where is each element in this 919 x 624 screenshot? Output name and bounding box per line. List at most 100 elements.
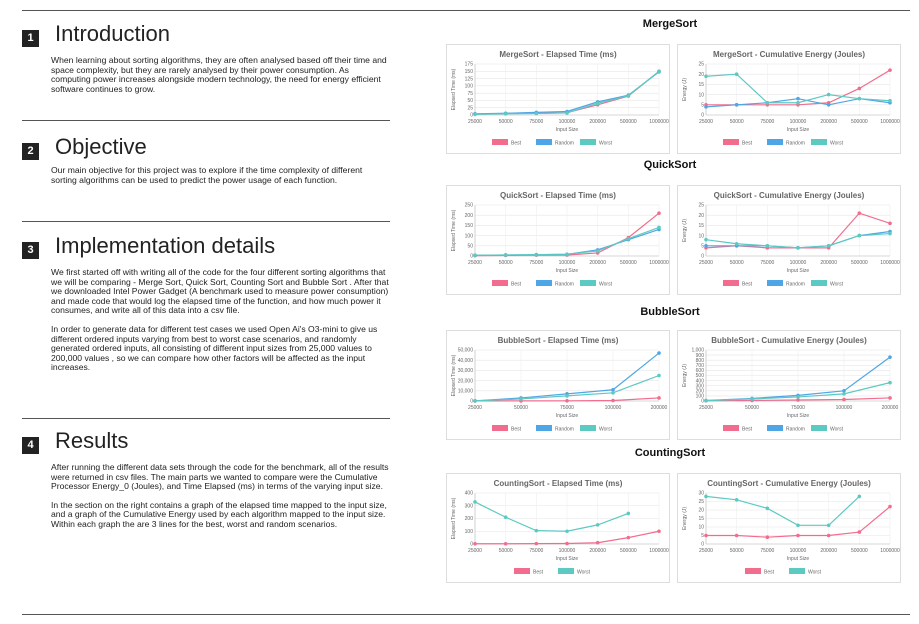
data-point-best xyxy=(888,221,892,226)
data-point-worst xyxy=(796,100,800,105)
data-point-worst xyxy=(704,494,708,499)
x-tick-label: 50000 xyxy=(730,548,744,554)
x-tick-label: 25000 xyxy=(699,260,713,266)
legend-label-best: Best xyxy=(511,141,522,147)
algorithm-title-quicksort: QuickSort xyxy=(643,159,697,171)
data-point-worst xyxy=(657,69,661,74)
y-tick-label: 250 xyxy=(465,203,474,209)
chart-title: MergeSort - Cumulative Energy (Joules) xyxy=(713,50,865,59)
data-point-worst xyxy=(503,515,508,520)
legend-label-best: Best xyxy=(511,427,522,433)
legend-label-worst: Worst xyxy=(830,282,844,288)
x-tick-label: 500000 xyxy=(620,119,637,125)
chart-svg: BubbleSort - Cumulative Energy (Joules) E… xyxy=(682,336,899,433)
x-axis-label: Input Size xyxy=(787,413,809,419)
data-point-worst xyxy=(565,111,569,115)
legend-swatch-best xyxy=(723,425,739,431)
x-tick-label: 100000 xyxy=(790,119,807,125)
chart-svg: MergeSort - Elapsed Time (ms) Elapsed Tim… xyxy=(451,50,669,147)
x-tick-label: 75000 xyxy=(760,260,774,266)
data-point-worst xyxy=(473,500,477,504)
y-tick-label: 25 xyxy=(698,499,704,505)
data-point-random xyxy=(842,389,846,393)
algorithm-title-bubblesort: BubbleSort xyxy=(640,306,700,318)
y-tick-label: 500 xyxy=(696,373,705,379)
section-number: 1 xyxy=(22,30,39,47)
legend-swatch-best xyxy=(492,280,508,286)
bubblesort-energy-chart: BubbleSort - Cumulative Energy (Joules) E… xyxy=(677,330,901,440)
data-point-worst xyxy=(704,398,708,403)
data-point-worst xyxy=(857,233,862,238)
paragraph: We first started off with writing all of… xyxy=(51,267,389,316)
bubblesort-time-chart: BubbleSort - Elapsed Time (ms) Elapsed Ti… xyxy=(446,330,670,440)
data-point-worst xyxy=(842,392,846,396)
data-point-random xyxy=(796,96,800,101)
x-tick-label: 200000 xyxy=(589,119,606,125)
x-tick-label: 50000 xyxy=(499,119,513,125)
data-point-best xyxy=(857,530,862,534)
y-tick-label: 75 xyxy=(467,91,473,97)
x-tick-label: 100000 xyxy=(605,405,622,411)
data-point-random xyxy=(826,103,831,107)
data-point-best xyxy=(626,535,631,540)
x-tick-label: 1000000 xyxy=(649,260,669,266)
paragraph: In order to generate data for different … xyxy=(51,323,378,373)
x-tick-label: 1000000 xyxy=(649,548,669,554)
x-tick-label: 25000 xyxy=(468,260,482,266)
section-body: When learning about sorting algorithms, … xyxy=(51,55,389,103)
y-tick-label: 0 xyxy=(470,254,473,260)
legend-label-random: Random xyxy=(786,282,805,288)
legend-swatch-best xyxy=(492,425,508,431)
data-point-best xyxy=(565,398,569,403)
data-point-random xyxy=(734,103,739,107)
y-tick-label: 700 xyxy=(696,363,705,369)
x-tick-label: 200000 xyxy=(820,260,837,266)
legend-swatch-worst xyxy=(811,280,827,286)
legend-label-best: Best xyxy=(764,570,775,576)
legend-label-best: Best xyxy=(742,282,753,288)
data-point-random xyxy=(657,351,661,355)
y-tick-label: 400 xyxy=(465,491,474,497)
data-point-worst xyxy=(734,72,739,76)
legend-swatch-worst xyxy=(580,280,596,286)
legend-swatch-best xyxy=(514,568,530,574)
legend-swatch-worst xyxy=(789,568,805,574)
data-point-worst xyxy=(503,253,508,257)
y-axis-label: Energy (J) xyxy=(682,78,688,101)
paragraph: In the section on the right contains a g… xyxy=(51,499,387,529)
x-tick-label: 25000 xyxy=(468,548,482,554)
chart-svg: QuickSort - Elapsed Time (ms) Elapsed Tim… xyxy=(451,191,669,288)
x-tick-label: 200000 xyxy=(651,405,668,411)
legend-label-worst: Worst xyxy=(830,427,844,433)
y-tick-label: 200 xyxy=(465,213,474,219)
x-tick-label: 100000 xyxy=(559,548,576,554)
legend-label-worst: Worst xyxy=(577,570,591,576)
data-point-best xyxy=(826,533,831,538)
y-tick-label: 50 xyxy=(467,244,473,250)
data-point-best xyxy=(857,86,862,91)
y-tick-label: 800 xyxy=(696,358,705,364)
data-point-worst xyxy=(888,231,892,236)
paragraph: Our main objective for this project was … xyxy=(51,165,363,185)
data-point-worst xyxy=(657,373,661,378)
data-point-worst xyxy=(857,494,862,499)
mergesort-time-chart: MergeSort - Elapsed Time (ms) Elapsed Tim… xyxy=(446,44,670,154)
data-point-best xyxy=(611,398,615,403)
y-tick-label: 0 xyxy=(470,113,473,119)
mergesort-energy-chart: MergeSort - Cumulative Energy (Joules) En… xyxy=(677,44,901,154)
legend-label-random: Random xyxy=(555,282,574,288)
legend-swatch-random xyxy=(767,425,783,431)
data-point-best xyxy=(473,541,477,546)
y-tick-label: 300 xyxy=(465,503,474,509)
x-tick-label: 50000 xyxy=(730,119,744,125)
data-point-worst xyxy=(473,112,477,117)
y-tick-label: 15 xyxy=(698,223,704,229)
data-point-worst xyxy=(734,241,739,246)
x-tick-label: 75000 xyxy=(529,548,543,554)
y-tick-label: 20,000 xyxy=(458,378,474,384)
data-point-best xyxy=(888,396,892,400)
x-axis-label: Input Size xyxy=(556,413,578,419)
x-axis-label: Input Size xyxy=(556,556,578,562)
y-tick-label: 150 xyxy=(465,223,474,229)
data-point-best xyxy=(796,533,800,538)
